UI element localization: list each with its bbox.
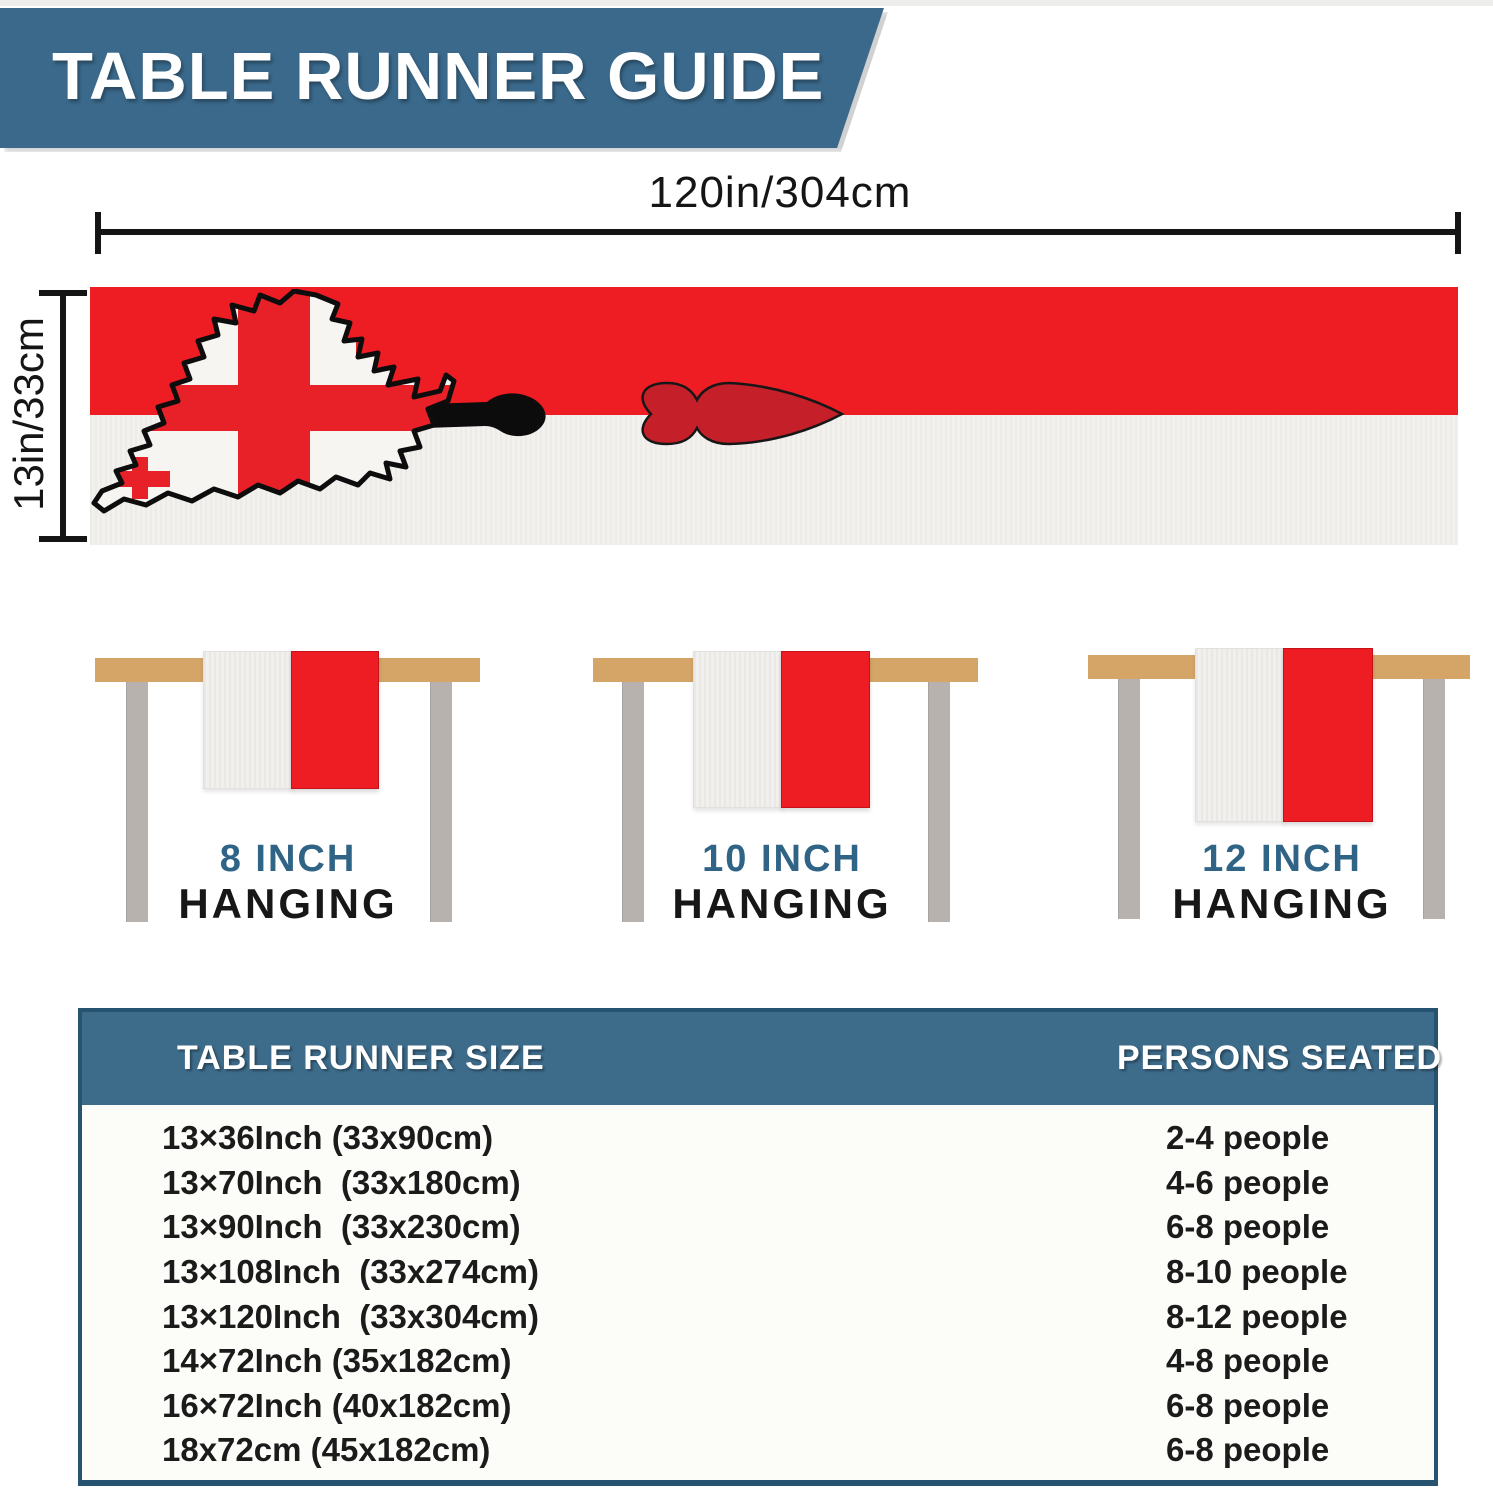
table-row: 14×72Inch (35x182cm) 4-8 people bbox=[82, 1339, 1434, 1384]
hanging-size-label: 12 INCH bbox=[1202, 838, 1362, 880]
hanging-size-label: 10 INCH bbox=[702, 838, 862, 880]
hanging-word-label: HANGING bbox=[1172, 880, 1392, 927]
size-cell: 13×90Inch (33x230cm) bbox=[162, 1208, 521, 1246]
size-cell: 14×72Inch (35x182cm) bbox=[162, 1342, 512, 1380]
size-cell: 16×72Inch (40x182cm) bbox=[162, 1386, 512, 1424]
table-row: 13×120Inch (33x304cm) 8-12 people bbox=[82, 1294, 1434, 1339]
persons-cell: 2-4 people bbox=[1166, 1119, 1330, 1157]
size-chart: TABLE RUNNER SIZE PERSONS SEATED 13×36In… bbox=[78, 1008, 1441, 1486]
height-dimension-line bbox=[39, 290, 87, 542]
runner-drape-red bbox=[1283, 648, 1373, 822]
table-row: 16×72Inch (40x182cm) 6-8 people bbox=[82, 1384, 1434, 1429]
table-row: 13×90Inch (33x230cm) 6-8 people bbox=[82, 1205, 1434, 1250]
size-chart-header: TABLE RUNNER SIZE PERSONS SEATED bbox=[82, 1012, 1441, 1105]
table-leg bbox=[126, 682, 148, 922]
table-row: 13×36Inch (33x90cm) 2-4 people bbox=[82, 1116, 1434, 1161]
table-leg bbox=[430, 682, 452, 922]
heart-graphic bbox=[641, 381, 845, 446]
title-banner: TABLE RUNNER GUIDE bbox=[0, 8, 884, 148]
table-leg bbox=[1423, 679, 1445, 919]
size-cell: 13×36Inch (33x90cm) bbox=[162, 1119, 494, 1157]
size-cell: 13×70Inch (33x180cm) bbox=[162, 1163, 521, 1201]
table-leg bbox=[1118, 679, 1140, 919]
persons-cell: 6-8 people bbox=[1166, 1431, 1330, 1469]
runner-drape-red bbox=[291, 651, 379, 789]
runner-preview bbox=[90, 287, 1458, 545]
table-row: 13×108Inch (33x274cm) 8-10 people bbox=[82, 1250, 1434, 1295]
table-row: 13×70Inch (33x180cm) 4-6 people bbox=[82, 1161, 1434, 1206]
persons-cell: 4-8 people bbox=[1166, 1342, 1330, 1380]
persons-cell: 8-10 people bbox=[1166, 1253, 1348, 1291]
hanging-word-label: HANGING bbox=[178, 880, 398, 927]
runner-drape-white bbox=[203, 651, 293, 789]
hanging-word-label: HANGING bbox=[672, 880, 892, 927]
column-header-size: TABLE RUNNER SIZE bbox=[177, 1039, 545, 1077]
table-row: 18x72cm (45x182cm) 6-8 people bbox=[82, 1428, 1434, 1473]
persons-cell: 6-8 people bbox=[1166, 1208, 1330, 1246]
table-leg bbox=[622, 682, 644, 922]
persons-cell: 4-6 people bbox=[1166, 1163, 1330, 1201]
runner-drape-white bbox=[1195, 648, 1285, 822]
top-strip bbox=[0, 0, 1493, 6]
column-header-persons: PERSONS SEATED bbox=[1117, 1039, 1443, 1077]
hanging-size-label: 8 INCH bbox=[219, 838, 357, 880]
size-cell: 13×120Inch (33x304cm) bbox=[162, 1297, 540, 1335]
table-leg bbox=[928, 682, 950, 922]
size-chart-rows: 13×36Inch (33x90cm) 2-4 people 13×70Inch… bbox=[82, 1116, 1434, 1473]
size-cell: 18x72cm (45x182cm) bbox=[162, 1431, 491, 1469]
persons-cell: 6-8 people bbox=[1166, 1386, 1330, 1424]
size-cell: 13×108Inch (33x274cm) bbox=[162, 1253, 540, 1291]
persons-cell: 8-12 people bbox=[1166, 1297, 1348, 1335]
runner-drape-red bbox=[781, 651, 870, 808]
england-flag-map-graphic bbox=[88, 289, 460, 515]
runner-drape-white bbox=[693, 651, 783, 808]
width-dimension-line bbox=[95, 212, 1461, 254]
height-dimension-label: 13in/33cm bbox=[5, 317, 52, 511]
page-title: TABLE RUNNER GUIDE bbox=[52, 38, 825, 114]
width-dimension-label: 120in/304cm bbox=[648, 168, 912, 217]
